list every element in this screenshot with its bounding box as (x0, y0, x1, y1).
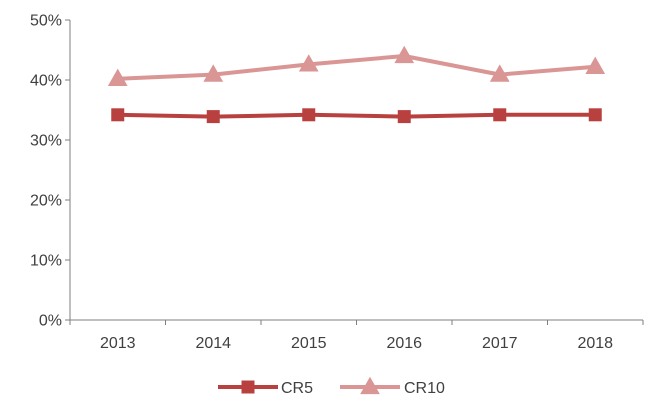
y-axis-ticks: 0% 10% 20% 30% 40% 50% (30, 13, 70, 330)
x-tick-label: 2013 (100, 335, 136, 352)
x-tick-label: 2018 (577, 335, 613, 352)
series-line (117, 112, 596, 119)
data-point (588, 108, 602, 122)
x-tick-label: 2014 (195, 335, 231, 352)
y-tick-label: 10% (30, 253, 62, 270)
data-point (397, 110, 411, 124)
series-cr5 (111, 108, 602, 124)
legend-swatch-marker (360, 376, 380, 395)
legend-swatch-marker (241, 380, 255, 394)
data-point (302, 108, 316, 122)
legend: CR5 CR10 (218, 376, 445, 397)
y-tick-label: 40% (30, 73, 62, 90)
y-tick-label: 30% (30, 133, 62, 150)
series-layer (107, 45, 606, 124)
y-tick-label: 0% (39, 313, 62, 330)
x-tick-label: 2015 (291, 335, 327, 352)
legend-item-cr10: CR10 (340, 376, 445, 397)
data-point (493, 108, 507, 122)
data-point (394, 45, 415, 64)
legend-item-cr5: CR5 (218, 380, 313, 397)
data-point (298, 54, 319, 72)
data-point (203, 64, 224, 82)
data-point (107, 68, 128, 86)
chart-axes (69, 20, 643, 321)
data-point (206, 110, 220, 124)
y-tick-label: 20% (30, 193, 62, 210)
data-point (489, 64, 510, 82)
data-point (585, 56, 606, 74)
y-tick-label: 50% (30, 13, 62, 30)
series-cr10 (107, 45, 606, 86)
x-tick-label: 2016 (386, 335, 422, 352)
series-line (117, 54, 596, 81)
legend-label: CR5 (281, 380, 313, 397)
x-axis-ticks: 2013 2014 2015 2016 2017 2018 (69, 320, 644, 352)
legend-label: CR10 (404, 380, 445, 397)
x-tick-label: 2017 (482, 335, 518, 352)
data-point (111, 108, 125, 122)
